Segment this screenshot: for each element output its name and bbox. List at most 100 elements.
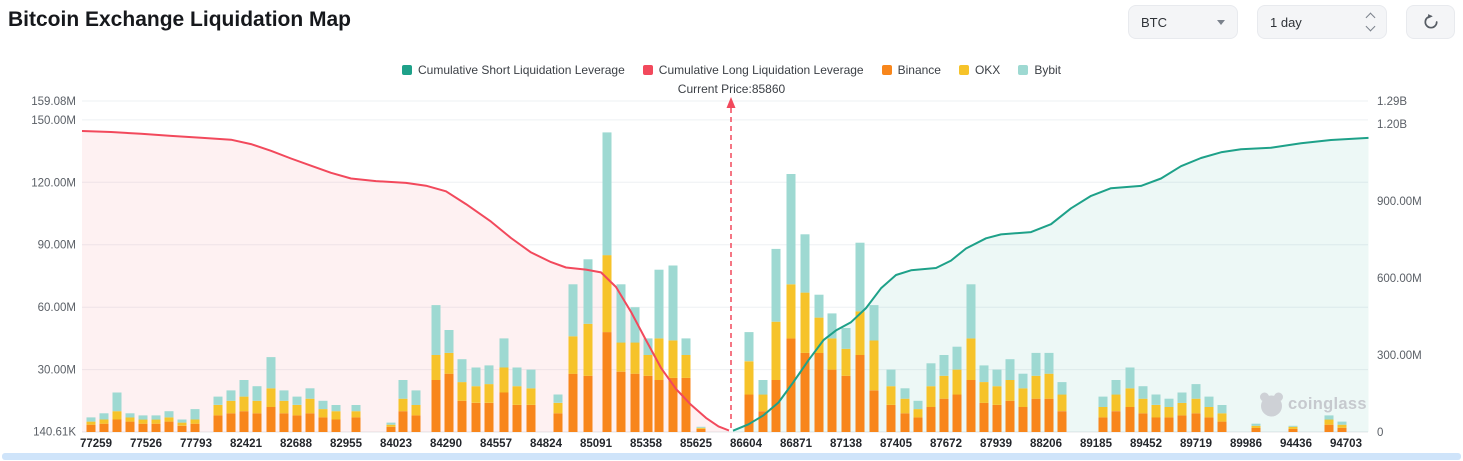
bar-binance[interactable] [869,390,879,432]
bar-okx[interactable] [1324,419,1334,425]
bar-bybit[interactable] [1151,394,1161,405]
bar-okx[interactable] [966,338,976,380]
bar-binance[interactable] [351,417,361,432]
bar-okx[interactable] [177,422,187,426]
bar-binance[interactable] [602,332,612,432]
bar-okx[interactable] [351,411,361,418]
legend-item-bybit[interactable]: Bybit [1018,63,1061,77]
bar-okx[interactable] [252,400,262,414]
bar-okx[interactable] [526,388,536,405]
bar-bybit[interactable] [900,388,910,399]
legend-item-okx[interactable]: OKX [958,63,1000,77]
bar-bybit[interactable] [568,284,578,337]
bar-okx[interactable] [1031,375,1041,399]
bar-binance[interactable] [471,402,481,432]
bar-bybit[interactable] [602,132,612,256]
bar-bybit[interactable] [1031,352,1041,376]
bar-binance[interactable] [86,424,96,432]
bar-okx[interactable] [900,398,910,414]
bar-bybit[interactable] [1111,380,1121,395]
bar-okx[interactable] [913,409,923,418]
bar-bybit[interactable] [616,284,626,343]
bar-okx[interactable] [643,355,653,376]
bar-binance[interactable] [1164,417,1174,432]
bar-bybit[interactable] [913,400,923,410]
bar-bybit[interactable] [266,357,276,389]
bar-bybit[interactable] [1191,384,1201,399]
bar-okx[interactable] [99,419,109,424]
bar-okx[interactable] [411,405,421,416]
bar-binance[interactable] [1191,413,1201,432]
bar-binance[interactable] [855,355,865,432]
bar-okx[interactable] [444,352,454,374]
bar-binance[interactable] [1204,417,1214,432]
bar-bybit[interactable] [305,388,315,399]
bar-bybit[interactable] [1057,382,1067,395]
bar-bybit[interactable] [1098,396,1108,407]
bar-okx[interactable] [386,424,396,427]
bar-binance[interactable] [1217,421,1227,432]
bar-bybit[interactable] [1217,405,1227,414]
bar-okx[interactable] [457,382,467,401]
bar-binance[interactable] [512,405,522,432]
bar-binance[interactable] [151,423,161,432]
bar-okx[interactable] [654,338,664,380]
bar-binance[interactable] [431,380,441,432]
bar-okx[interactable] [512,386,522,405]
bar-binance[interactable] [457,400,467,432]
bar-bybit[interactable] [444,330,454,353]
bar-bybit[interactable] [886,369,896,387]
bar-bybit[interactable] [398,380,408,399]
bar-binance[interactable] [1288,428,1298,432]
bar-binance[interactable] [1018,407,1028,432]
bar-binance[interactable] [758,411,768,432]
bar-bybit[interactable] [1018,373,1028,389]
bar-okx[interactable] [213,405,223,416]
bar-bybit[interactable] [952,346,962,370]
bar-bybit[interactable] [681,338,691,355]
bar-binance[interactable] [1111,411,1121,432]
bar-binance[interactable] [252,413,262,432]
interval-select[interactable]: 1 day [1257,5,1387,39]
bar-bybit[interactable] [226,390,236,401]
bar-okx[interactable] [151,419,161,424]
bar-binance[interactable] [1324,424,1334,432]
bar-binance[interactable] [138,423,148,432]
bar-okx[interactable] [992,386,1002,405]
bar-binance[interactable] [305,413,315,432]
bar-binance[interactable] [568,373,578,432]
bar-bybit[interactable] [855,242,865,312]
bar-okx[interactable] [305,398,315,414]
bar-bybit[interactable] [1288,425,1298,427]
bar-binance[interactable] [583,375,593,432]
bar-binance[interactable] [239,411,249,432]
bar-bybit[interactable] [939,355,949,376]
bar-okx[interactable] [1018,388,1028,407]
bar-okx[interactable] [979,382,989,403]
bar-binance[interactable] [444,373,454,432]
bar-bybit[interactable] [526,369,536,389]
bar-okx[interactable] [886,386,896,405]
bar-bybit[interactable] [1044,352,1054,374]
bar-binance[interactable] [886,405,896,432]
bar-okx[interactable] [1191,398,1201,414]
bar-binance[interactable] [1337,427,1347,432]
bar-bybit[interactable] [125,413,135,418]
legend-item-cumulative-short-liquidation-leverage[interactable]: Cumulative Short Liquidation Leverage [401,63,625,77]
bar-okx[interactable] [190,419,200,424]
bar-binance[interactable] [164,421,174,432]
bar-bybit[interactable] [643,338,653,355]
bar-binance[interactable] [484,402,494,432]
bar-binance[interactable] [177,425,187,432]
bar-binance[interactable] [386,426,396,432]
bar-bybit[interactable] [331,405,341,412]
bar-okx[interactable] [744,361,754,395]
bar-okx[interactable] [471,386,481,403]
bar-binance[interactable] [643,375,653,432]
bar-bybit[interactable] [800,234,810,293]
bar-binance[interactable] [226,413,236,432]
refresh-button[interactable] [1406,5,1455,39]
bar-binance[interactable] [630,373,640,432]
bar-binance[interactable] [1098,417,1108,432]
bar-okx[interactable] [771,321,781,380]
